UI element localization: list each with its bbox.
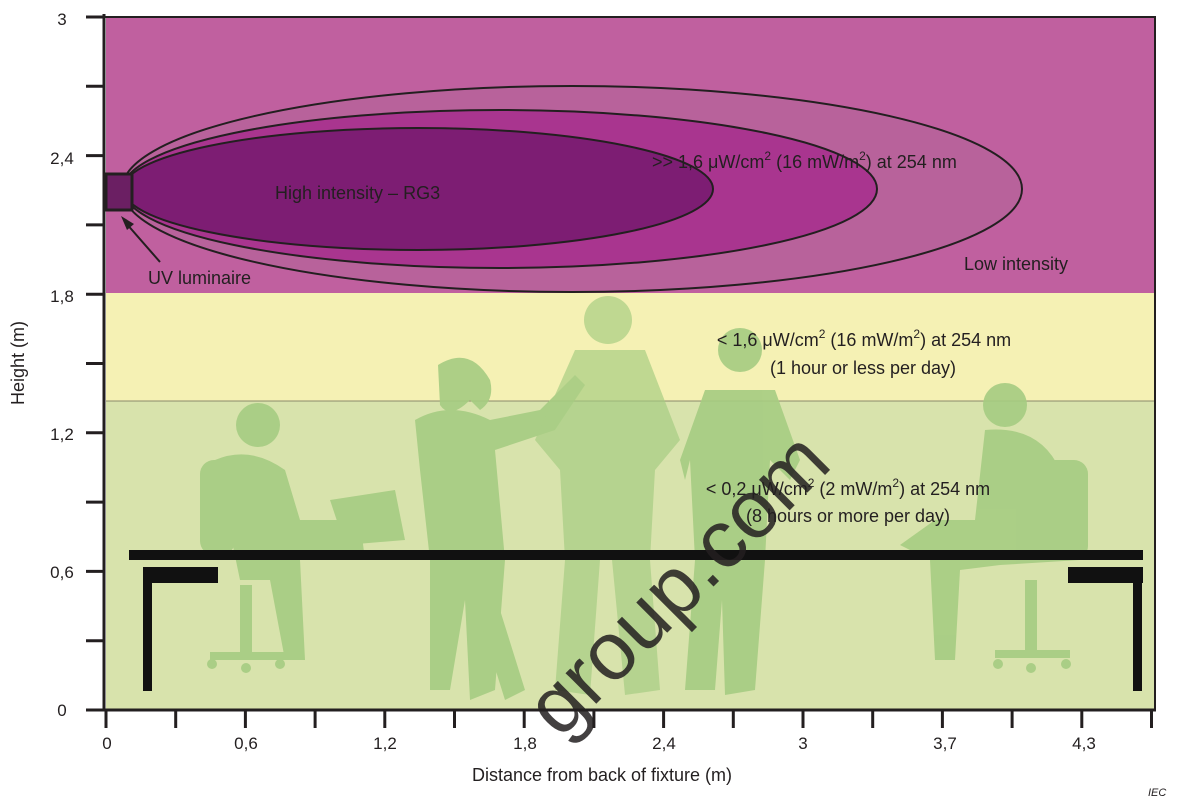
x-tick-label: 1,2 — [373, 734, 397, 753]
uv-luminaire-label: UV luminaire — [148, 268, 251, 288]
upper-irradiance-label: >> 1,6 μW/cm2 (16 mW/m2) at 254 nm — [652, 149, 957, 172]
y-tick-label: 2,4 — [50, 149, 74, 168]
safe-irradiance-label: < 0,2 μW/cm2 (2 mW/m2) at 254 nm — [706, 476, 990, 499]
x-tick-label: 3 — [798, 734, 807, 753]
x-tick-label: 3,7 — [933, 734, 957, 753]
seated-person-right-icon — [900, 383, 1088, 673]
y-tick-label: 0 — [57, 701, 66, 720]
standing-woman-icon — [415, 357, 585, 700]
y-tick-label: 1,2 — [50, 425, 74, 444]
standing-man-right-icon — [680, 328, 800, 695]
x-axis-title: Distance from back of fixture (m) — [472, 765, 732, 785]
x-tick-label: 4,3 — [1072, 734, 1096, 753]
x-tick-label: 0,6 — [234, 734, 258, 753]
table-icon — [129, 550, 1143, 691]
x-tick-label: 2,4 — [652, 734, 676, 753]
y-tick-label: 1,8 — [50, 287, 74, 306]
standing-man-icon — [535, 296, 680, 695]
y-axis-title: Height (m) — [8, 321, 28, 405]
y-axis-ticks — [86, 15, 104, 712]
luminaire-pointer-arrow-icon — [121, 216, 161, 263]
iec-credit: IEC — [1148, 787, 1166, 798]
caution-duration-label: (1 hour or less per day) — [770, 358, 956, 378]
caution-irradiance-label: < 1,6 μW/cm2 (16 mW/m2) at 254 nm — [717, 327, 1011, 350]
y-tick-label: 3 — [57, 10, 66, 29]
x-axis-ticks — [104, 710, 1153, 728]
low-intensity-label: Low intensity — [964, 254, 1068, 274]
uv-luminaire-icon — [104, 172, 134, 212]
y-tick-label: 0,6 — [50, 563, 74, 582]
high-intensity-label: High intensity – RG3 — [275, 183, 440, 203]
x-tick-label: 1,8 — [513, 734, 537, 753]
x-tick-label: 0 — [102, 734, 111, 753]
safe-duration-label: (8 hours or more per day) — [746, 506, 950, 526]
